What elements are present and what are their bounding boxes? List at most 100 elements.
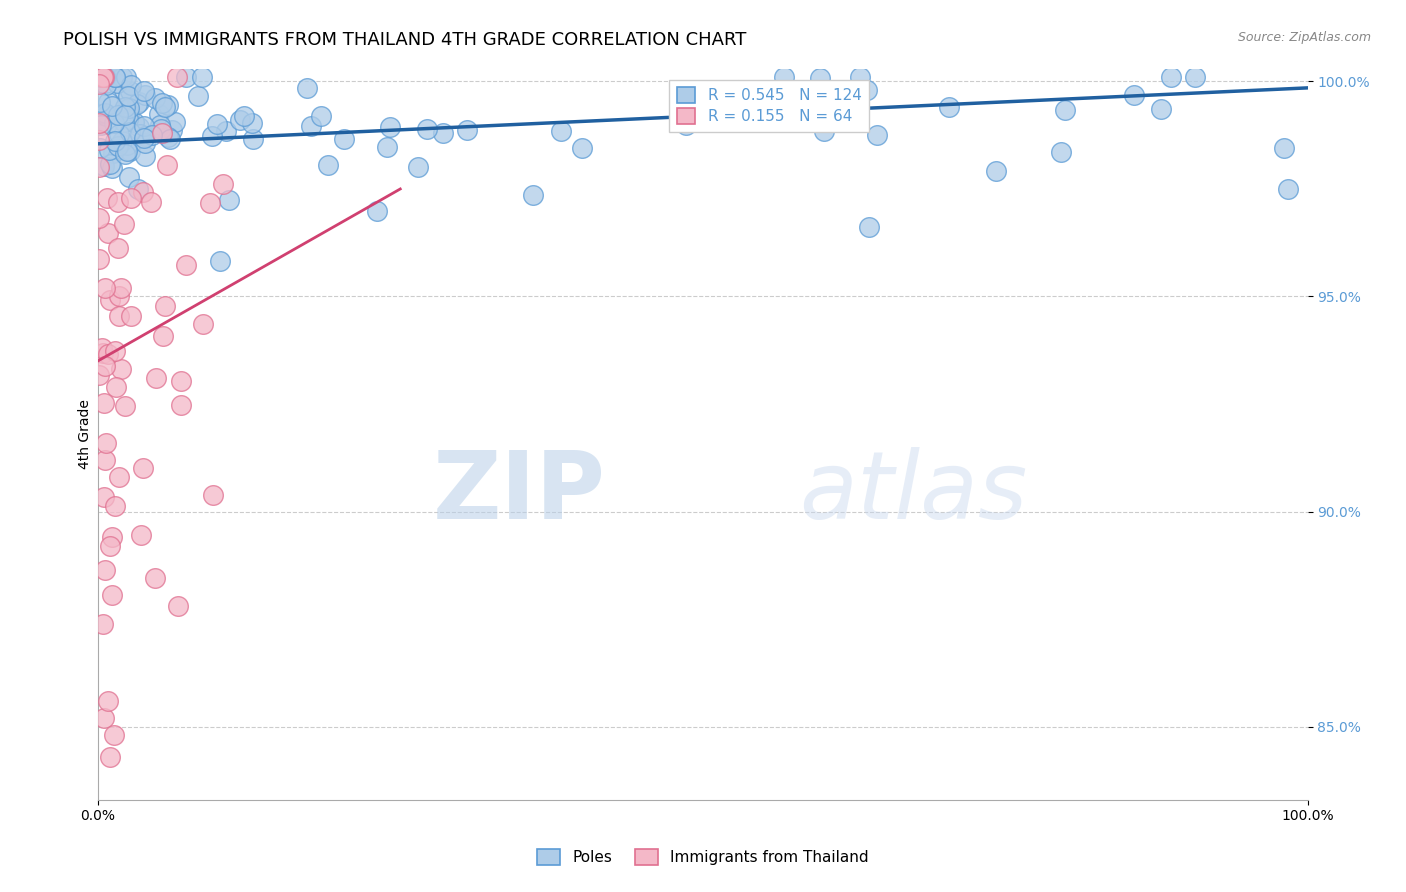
Point (103, 728, 125, 742)
Point (100, 530, 122, 544)
Point (1184, 70, 1206, 84)
Point (91, 107, 114, 121)
Point (111, 134, 134, 148)
Point (132, 461, 155, 475)
Point (156, 98, 179, 112)
Point (117, 137, 139, 152)
Point (191, 70, 214, 84)
Point (110, 281, 132, 295)
Point (87, 368, 110, 383)
Point (672, 98, 695, 112)
Point (212, 177, 235, 191)
Point (316, 157, 339, 171)
Point (120, 78, 142, 93)
Point (98, 749, 121, 764)
Point (107, 195, 129, 210)
Point (104, 70, 127, 84)
Point (159, 131, 181, 145)
Point (87, 252, 110, 267)
Point (156, 158, 179, 172)
Point (129, 528, 152, 542)
Text: Source: ZipAtlas.com: Source: ZipAtlas.com (1237, 31, 1371, 45)
Point (242, 132, 264, 146)
Point (117, 89, 139, 103)
Point (91, 70, 114, 84)
Point (89, 108, 111, 122)
Legend: Poles, Immigrants from Thailand: Poles, Immigrants from Thailand (531, 843, 875, 871)
Point (1277, 182, 1299, 196)
Point (93, 77, 115, 91)
Point (200, 196, 222, 211)
Point (124, 115, 146, 129)
Point (118, 84, 141, 98)
Point (98, 157, 121, 171)
Point (101, 99, 124, 113)
Point (191, 317, 214, 331)
Point (132, 185, 155, 199)
Point (94, 109, 117, 123)
Point (152, 329, 174, 343)
Point (96, 117, 118, 131)
Point (93, 70, 115, 84)
Point (166, 70, 188, 84)
Point (118, 108, 141, 122)
Point (94, 281, 117, 295)
Point (1123, 88, 1146, 103)
Point (94, 436, 117, 450)
Point (229, 113, 252, 128)
Point (215, 124, 238, 138)
Point (128, 95, 150, 109)
Point (93, 711, 115, 725)
Point (132, 84, 155, 98)
Point (104, 500, 127, 514)
Point (98, 539, 121, 553)
Text: ZIP: ZIP (433, 447, 606, 539)
Point (149, 121, 172, 136)
Point (117, 101, 139, 115)
Point (785, 103, 807, 117)
Point (141, 128, 163, 143)
Point (104, 380, 127, 394)
Point (415, 122, 437, 136)
Legend: R = 0.545   N = 124, R = 0.155   N = 64: R = 0.545 N = 124, R = 0.155 N = 64 (669, 79, 869, 132)
Point (1272, 140, 1295, 154)
Point (134, 136, 156, 151)
Point (114, 100, 136, 114)
Point (93, 490, 115, 504)
Point (157, 130, 180, 145)
Point (101, 589, 124, 603)
Point (309, 109, 332, 123)
Point (149, 118, 172, 132)
Point (406, 160, 429, 174)
Point (90, 106, 112, 120)
Point (808, 70, 831, 85)
Point (202, 488, 225, 502)
Point (97, 95, 120, 109)
Point (101, 146, 124, 161)
Point (675, 118, 697, 132)
Point (208, 254, 231, 268)
Y-axis label: 4th Grade: 4th Grade (79, 400, 93, 469)
Point (89, 141, 111, 155)
Point (115, 103, 138, 118)
Point (87, 133, 110, 147)
Point (108, 127, 131, 141)
Point (155, 299, 177, 313)
Point (91, 346, 114, 360)
Point (378, 120, 401, 134)
Point (115, 102, 138, 116)
Point (114, 83, 136, 97)
Point (114, 399, 136, 413)
Point (299, 119, 322, 133)
Point (111, 70, 134, 84)
Point (118, 170, 141, 185)
Point (813, 124, 835, 138)
Point (103, 116, 125, 130)
Point (91, 616, 114, 631)
Point (107, 241, 129, 255)
Point (118, 125, 141, 139)
Point (170, 374, 193, 388)
Point (98, 293, 121, 307)
Point (727, 82, 749, 96)
Point (153, 100, 176, 114)
